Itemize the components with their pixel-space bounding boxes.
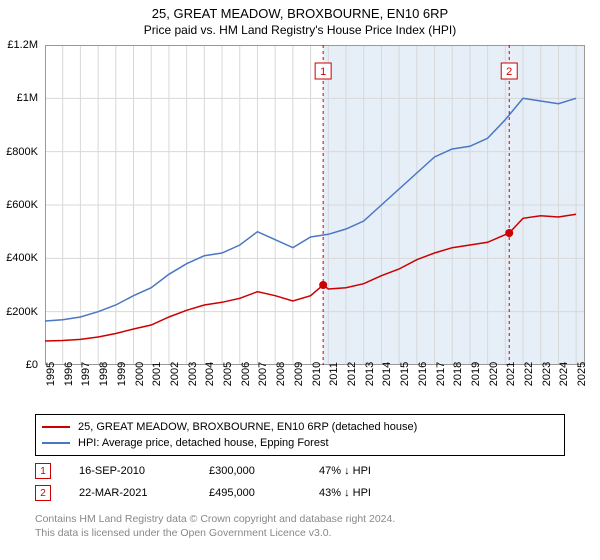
y-tick-label: £1.2M <box>7 39 38 51</box>
x-tick-label: 2012 <box>346 362 358 386</box>
chart-subtitle: Price paid vs. HM Land Registry's House … <box>0 23 600 37</box>
transaction-date: 22-MAR-2021 <box>79 487 209 499</box>
x-tick-label: 2001 <box>151 362 163 386</box>
chart-container: 25, GREAT MEADOW, BROXBOURNE, EN10 6RP P… <box>0 0 600 560</box>
legend: 25, GREAT MEADOW, BROXBOURNE, EN10 6RP (… <box>35 414 565 456</box>
transaction-marker: 1 <box>35 463 51 479</box>
chart-svg: 12 <box>45 45 585 365</box>
legend-item: 25, GREAT MEADOW, BROXBOURNE, EN10 6RP (… <box>42 419 558 435</box>
x-tick-label: 2017 <box>435 362 447 386</box>
transaction-price: £495,000 <box>209 487 319 499</box>
x-tick-label: 2020 <box>488 362 500 386</box>
y-tick-label: £0 <box>26 359 38 371</box>
legend-item: HPI: Average price, detached house, Eppi… <box>42 435 558 451</box>
x-tick-label: 2022 <box>523 362 535 386</box>
y-tick-label: £600K <box>6 199 38 211</box>
x-tick-label: 2002 <box>169 362 181 386</box>
svg-text:2: 2 <box>506 66 512 78</box>
x-tick-label: 2019 <box>470 362 482 386</box>
x-tick-label: 2008 <box>275 362 287 386</box>
y-axis-labels: £0£200K£400K£600K£800K£1M£1.2M <box>0 45 40 365</box>
x-tick-label: 2010 <box>311 362 323 386</box>
x-tick-label: 2007 <box>257 362 269 386</box>
x-tick-label: 2009 <box>293 362 305 386</box>
x-tick-label: 2004 <box>204 362 216 386</box>
transaction-price: £300,000 <box>209 465 319 477</box>
x-tick-label: 1998 <box>98 362 110 386</box>
x-tick-label: 1996 <box>63 362 75 386</box>
y-tick-label: £400K <box>6 252 38 264</box>
legend-swatch <box>42 442 70 444</box>
chart-title: 25, GREAT MEADOW, BROXBOURNE, EN10 6RP <box>0 0 600 21</box>
x-tick-label: 2005 <box>222 362 234 386</box>
x-tick-label: 2018 <box>452 362 464 386</box>
footer-line-1: Contains HM Land Registry data © Crown c… <box>35 512 395 526</box>
chart-plot-area: 12 <box>45 45 585 365</box>
footer-line-2: This data is licensed under the Open Gov… <box>35 526 395 540</box>
transaction-marker: 2 <box>35 485 51 501</box>
x-tick-label: 2013 <box>364 362 376 386</box>
x-tick-label: 2015 <box>399 362 411 386</box>
legend-label: HPI: Average price, detached house, Eppi… <box>78 437 329 449</box>
x-tick-label: 2016 <box>417 362 429 386</box>
x-tick-label: 2025 <box>576 362 588 386</box>
x-tick-label: 2023 <box>541 362 553 386</box>
legend-swatch <box>42 426 70 428</box>
x-tick-label: 2003 <box>187 362 199 386</box>
transaction-delta: 43% ↓ HPI <box>319 487 429 499</box>
x-tick-label: 2024 <box>558 362 570 386</box>
y-tick-label: £800K <box>6 146 38 158</box>
transactions-table: 1 16-SEP-2010£300,00047% ↓ HPI 2 22-MAR-202… <box>35 460 429 504</box>
x-axis-labels: 1995199619971998199920002001200220032004… <box>45 370 585 410</box>
x-tick-label: 1997 <box>80 362 92 386</box>
x-tick-label: 2014 <box>381 362 393 386</box>
legend-label: 25, GREAT MEADOW, BROXBOURNE, EN10 6RP (… <box>78 421 417 433</box>
y-tick-label: £1M <box>17 92 38 104</box>
x-tick-label: 2000 <box>134 362 146 386</box>
transaction-row: 1 16-SEP-2010£300,00047% ↓ HPI <box>35 460 429 482</box>
y-tick-label: £200K <box>6 306 38 318</box>
transaction-delta: 47% ↓ HPI <box>319 465 429 477</box>
transaction-date: 16-SEP-2010 <box>79 465 209 477</box>
svg-text:1: 1 <box>320 66 326 78</box>
x-tick-label: 2021 <box>505 362 517 386</box>
x-tick-label: 2006 <box>240 362 252 386</box>
footer-attribution: Contains HM Land Registry data © Crown c… <box>35 512 395 540</box>
x-tick-label: 1999 <box>116 362 128 386</box>
x-tick-label: 1995 <box>45 362 57 386</box>
transaction-row: 2 22-MAR-2021£495,00043% ↓ HPI <box>35 482 429 504</box>
x-tick-label: 2011 <box>328 362 340 386</box>
